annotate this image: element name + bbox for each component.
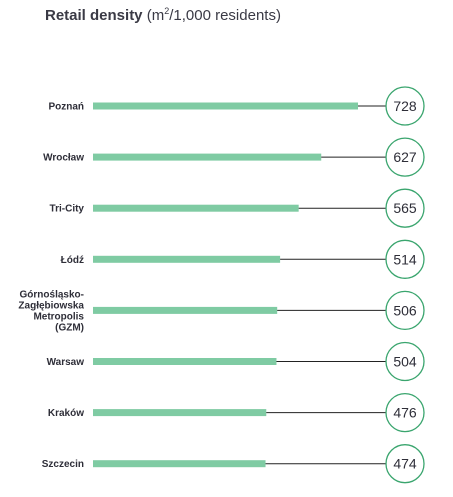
value-label: 504: [393, 354, 417, 370]
value-label: 627: [393, 149, 417, 165]
value-circle: [385, 290, 425, 331]
value-circle: [385, 444, 425, 484]
category-label: Tri-City: [50, 204, 85, 215]
category-label: Warsaw: [47, 357, 85, 368]
category-label: Szczecin: [42, 459, 84, 470]
value-label: 474: [393, 456, 417, 472]
bar: [93, 255, 281, 263]
bar: [93, 153, 322, 161]
value-circle: [385, 341, 425, 382]
category-label: Wrocław: [43, 153, 84, 164]
category-label: Poznań: [48, 102, 84, 113]
value-label: 728: [393, 98, 417, 114]
chart-title-main: Retail density: [45, 7, 143, 24]
bar: [93, 409, 267, 417]
value-label: 514: [393, 251, 417, 267]
value-circle: [385, 392, 425, 433]
value-label: 565: [393, 200, 417, 216]
bar: [93, 358, 277, 365]
unit-superscript: 2: [164, 6, 170, 16]
value-circle: [385, 137, 425, 177]
category-label: Łódź: [61, 255, 84, 266]
bar: [93, 306, 278, 314]
chart-title-unit: (m2/1,000 residents): [146, 6, 281, 24]
value-circle: [385, 86, 425, 126]
value-circle: [385, 188, 425, 228]
unit-prefix: (m: [146, 7, 165, 24]
value-label: 476: [393, 405, 417, 421]
category-label: Górnośląsko-Zagłębiowska Metropolis (GZM): [18, 289, 84, 333]
bar: [93, 460, 266, 468]
bar: [93, 102, 358, 110]
category-label: Kraków: [48, 408, 84, 419]
bar: [93, 204, 299, 212]
value-label: 506: [393, 302, 417, 318]
unit-suffix: /1,000 residents): [169, 7, 281, 24]
chart-title: Retail density (m2/1,000 residents): [45, 6, 281, 24]
value-circle: [385, 239, 425, 279]
